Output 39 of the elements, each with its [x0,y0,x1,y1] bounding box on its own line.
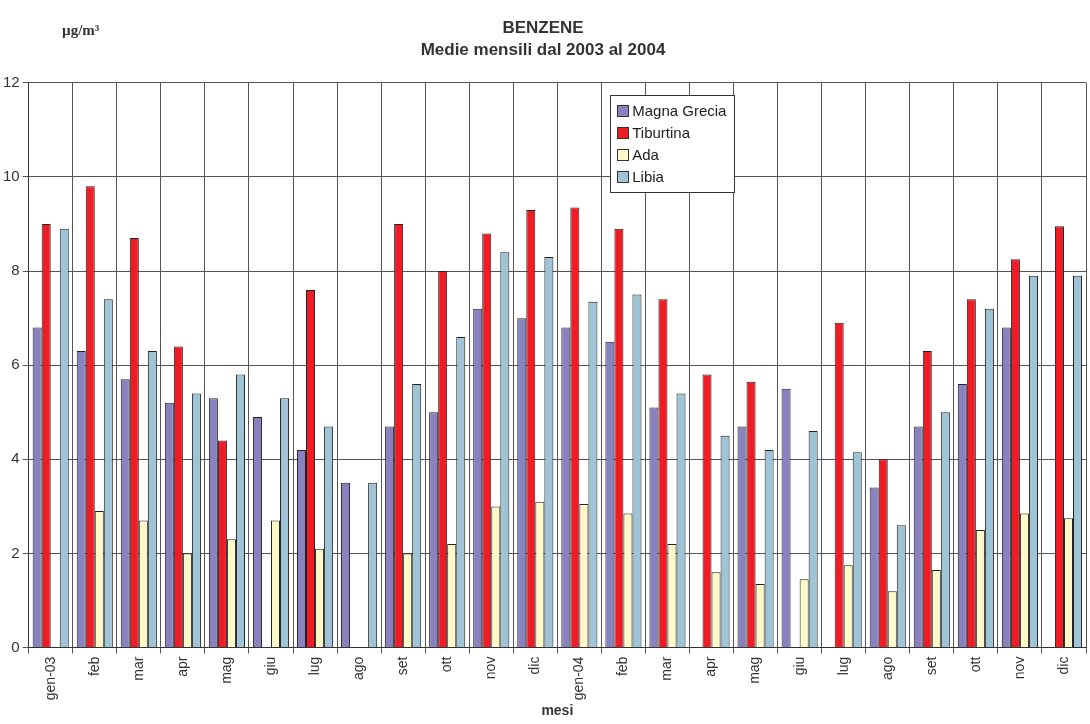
x-tick-label: mag [217,656,234,684]
x-tick-label: ago [349,656,366,680]
x-tick-label: mar [129,656,146,681]
x-tick-label: nov [1010,656,1027,680]
x-tick-label: lug [305,656,322,676]
y-tick-label: 8 [11,261,20,279]
x-tick-label: feb [614,656,631,677]
legend-label: Magna Grecia [632,102,727,120]
x-tick-label: lug [834,656,851,676]
y-tick-label: 6 [11,355,20,373]
x-tick-label: giu [790,656,807,676]
x-tick-label: ott [966,656,983,673]
y-tick-label: 10 [3,167,20,185]
x-tick-label: nov [482,656,499,680]
y-axis-title: µg/m³ [62,22,100,39]
legend-label: Tiburtina [632,124,691,142]
x-tick-label: gen-03 [41,656,58,701]
x-axis-title: mesi [541,702,574,719]
y-tick-label: 0 [11,637,20,655]
chart-title: BENZENE [502,17,584,37]
y-tick-label: 2 [11,543,20,561]
x-tick-label: apr [173,656,190,677]
x-tick-label: mag [746,656,763,684]
x-tick-label: gen-04 [570,656,587,701]
chart-subtitle: Medie mensili dal 2003 al 2004 [420,40,666,60]
x-tick-label: ott [438,656,455,673]
x-tick-label: dic [1054,656,1071,675]
x-tick-label: set [394,656,411,676]
x-tick-label: apr [702,656,719,677]
x-tick-label: dic [526,656,543,675]
y-tick-label: 12 [3,72,20,90]
x-tick-label: giu [261,656,278,676]
x-tick-label: ago [878,656,895,680]
legend-label: Libia [632,168,664,186]
x-tick-label: feb [85,656,102,677]
x-tick-label: mar [658,656,675,681]
y-tick-label: 4 [11,449,20,467]
legend-label: Ada [632,146,659,164]
x-tick-label: set [922,656,939,676]
